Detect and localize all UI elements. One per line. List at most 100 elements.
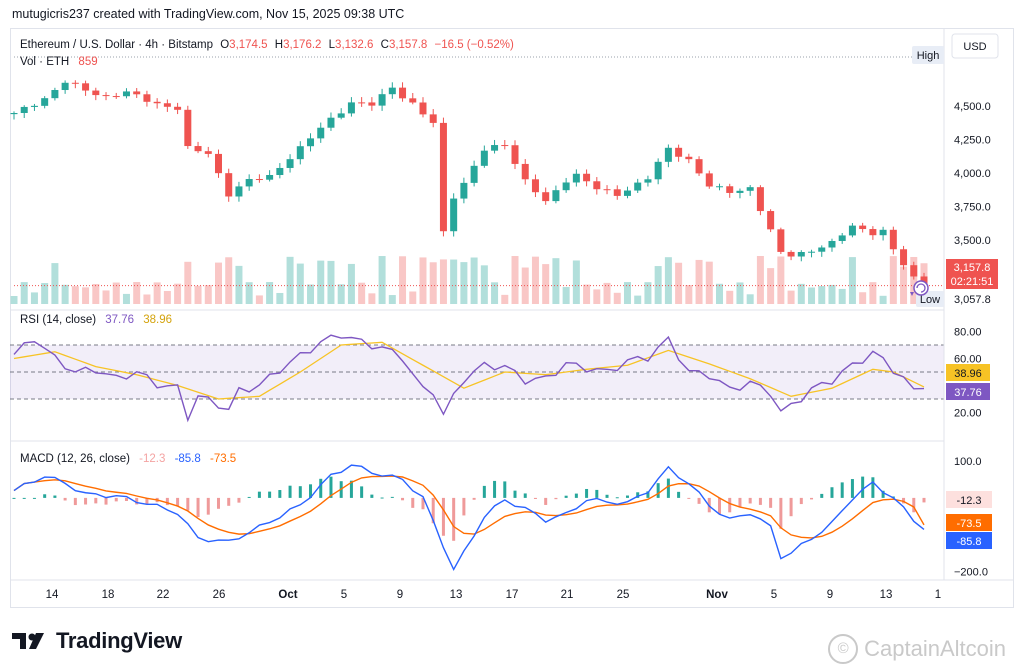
cursor-diamond-icon bbox=[910, 292, 914, 296]
candle-body bbox=[450, 198, 458, 232]
macd-hist-tag bbox=[946, 491, 992, 508]
candle-body bbox=[552, 190, 560, 202]
time-tick: 13 bbox=[880, 589, 893, 601]
macd-histogram-bar bbox=[237, 497, 241, 503]
svg-text:Ethereum / U.S. Dollar · 4h ·: Ethereum / U.S. Dollar · 4h · Bitstamp O… bbox=[20, 39, 514, 51]
volume-bar bbox=[634, 295, 642, 304]
macd-histogram-bar bbox=[360, 486, 364, 498]
macd-histogram-bar bbox=[186, 497, 190, 511]
macd-histogram-bar bbox=[145, 497, 149, 504]
candle-body bbox=[797, 252, 805, 257]
candle-body bbox=[695, 159, 703, 174]
volume-bar bbox=[368, 293, 376, 304]
time-tick: 14 bbox=[46, 589, 59, 601]
candle-body bbox=[542, 192, 550, 202]
volume-bar bbox=[460, 262, 468, 304]
macd-histogram-bar bbox=[738, 497, 742, 507]
price-tick: 4,000.0 bbox=[954, 168, 991, 180]
macd-histogram-bar bbox=[135, 497, 139, 505]
macd-histogram-bar bbox=[329, 476, 333, 498]
volume-bar bbox=[388, 295, 396, 304]
rsi-tick: 60.00 bbox=[954, 354, 982, 366]
volume-bar bbox=[307, 284, 315, 304]
volume-bar bbox=[552, 258, 560, 304]
volume-bar bbox=[521, 267, 529, 304]
legend-high: 3,176.2 bbox=[283, 39, 321, 51]
macd-histogram-bar bbox=[165, 497, 169, 506]
candle-body bbox=[828, 240, 836, 248]
countdown-text: 02:21:51 bbox=[951, 276, 994, 288]
candle-body bbox=[603, 189, 611, 191]
volume-bar bbox=[378, 256, 386, 304]
volume-bar bbox=[900, 266, 908, 304]
volume-bar bbox=[51, 263, 59, 304]
candle-body bbox=[163, 103, 171, 107]
macd-histogram-bar bbox=[176, 497, 180, 507]
candle-body bbox=[286, 159, 294, 168]
watermark: © CaptainAltcoin bbox=[828, 634, 1006, 664]
candle-body bbox=[174, 106, 182, 110]
time-tick: 1 bbox=[935, 589, 941, 601]
volume-bar bbox=[879, 295, 887, 304]
volume-bar bbox=[838, 288, 846, 304]
volume-bar bbox=[286, 256, 294, 304]
volume-value: 859 bbox=[78, 56, 97, 68]
volume-bar bbox=[716, 283, 724, 304]
candle-body bbox=[879, 229, 887, 236]
volume-bar bbox=[603, 282, 611, 304]
macd-histogram-bar bbox=[564, 495, 568, 498]
macd-histogram-bar bbox=[810, 497, 814, 500]
volume-bar bbox=[777, 256, 785, 304]
candle-body bbox=[317, 127, 325, 139]
candle-body bbox=[184, 109, 192, 147]
macd-histogram-bar bbox=[728, 497, 732, 513]
volume-bar bbox=[848, 257, 856, 304]
macd-tick: 100.0 bbox=[954, 456, 982, 468]
volume-bar bbox=[317, 260, 325, 304]
candle-body bbox=[859, 225, 867, 230]
candle-body bbox=[368, 102, 376, 106]
volume-bar bbox=[654, 266, 662, 304]
time-tick: Nov bbox=[706, 589, 728, 601]
macd-histogram-bar bbox=[544, 497, 548, 505]
currency-label: USD bbox=[963, 41, 986, 53]
macd-histogram-bar bbox=[349, 480, 353, 498]
chart-attribution: mutugicris237 created with TradingView.c… bbox=[12, 7, 405, 21]
candle-body bbox=[910, 265, 918, 277]
macd-histogram-bar bbox=[196, 497, 200, 517]
macd-histogram-bar bbox=[922, 497, 926, 503]
rsi-pane bbox=[10, 334, 944, 423]
volume-bar bbox=[327, 260, 335, 304]
volume-bar bbox=[787, 290, 795, 304]
volume-bar bbox=[204, 285, 212, 304]
macd-histogram-bar bbox=[380, 497, 384, 499]
volume-bar bbox=[276, 292, 284, 304]
volume-bar bbox=[245, 282, 253, 304]
macd-histogram-bar bbox=[902, 497, 906, 504]
macd-tick: −200.0 bbox=[954, 566, 988, 578]
time-tick: 5 bbox=[771, 589, 777, 601]
time-tick: 17 bbox=[506, 589, 519, 601]
candle-body bbox=[664, 147, 672, 162]
macd-histogram-bar bbox=[677, 491, 681, 498]
candle-body bbox=[337, 113, 345, 118]
candle-body bbox=[838, 235, 846, 241]
volume-bar bbox=[726, 290, 734, 304]
high-mark bbox=[912, 46, 944, 64]
time-tick: 18 bbox=[102, 589, 115, 601]
replay-icon[interactable] bbox=[913, 280, 929, 296]
macd-histogram-bar bbox=[441, 497, 445, 536]
currency-button[interactable] bbox=[951, 33, 999, 59]
volume-bar bbox=[429, 262, 437, 304]
volume-bar bbox=[337, 284, 345, 304]
watermark-text: CaptainAltcoin bbox=[864, 636, 1006, 661]
time-tick: Oct bbox=[278, 589, 297, 601]
candle-body bbox=[654, 161, 662, 180]
volume-bar bbox=[225, 257, 233, 304]
replay-icon-arrow bbox=[916, 283, 926, 293]
candle-body bbox=[71, 82, 79, 84]
candle-body bbox=[214, 153, 222, 174]
volume-bar bbox=[511, 256, 519, 304]
candle-body bbox=[51, 90, 59, 99]
